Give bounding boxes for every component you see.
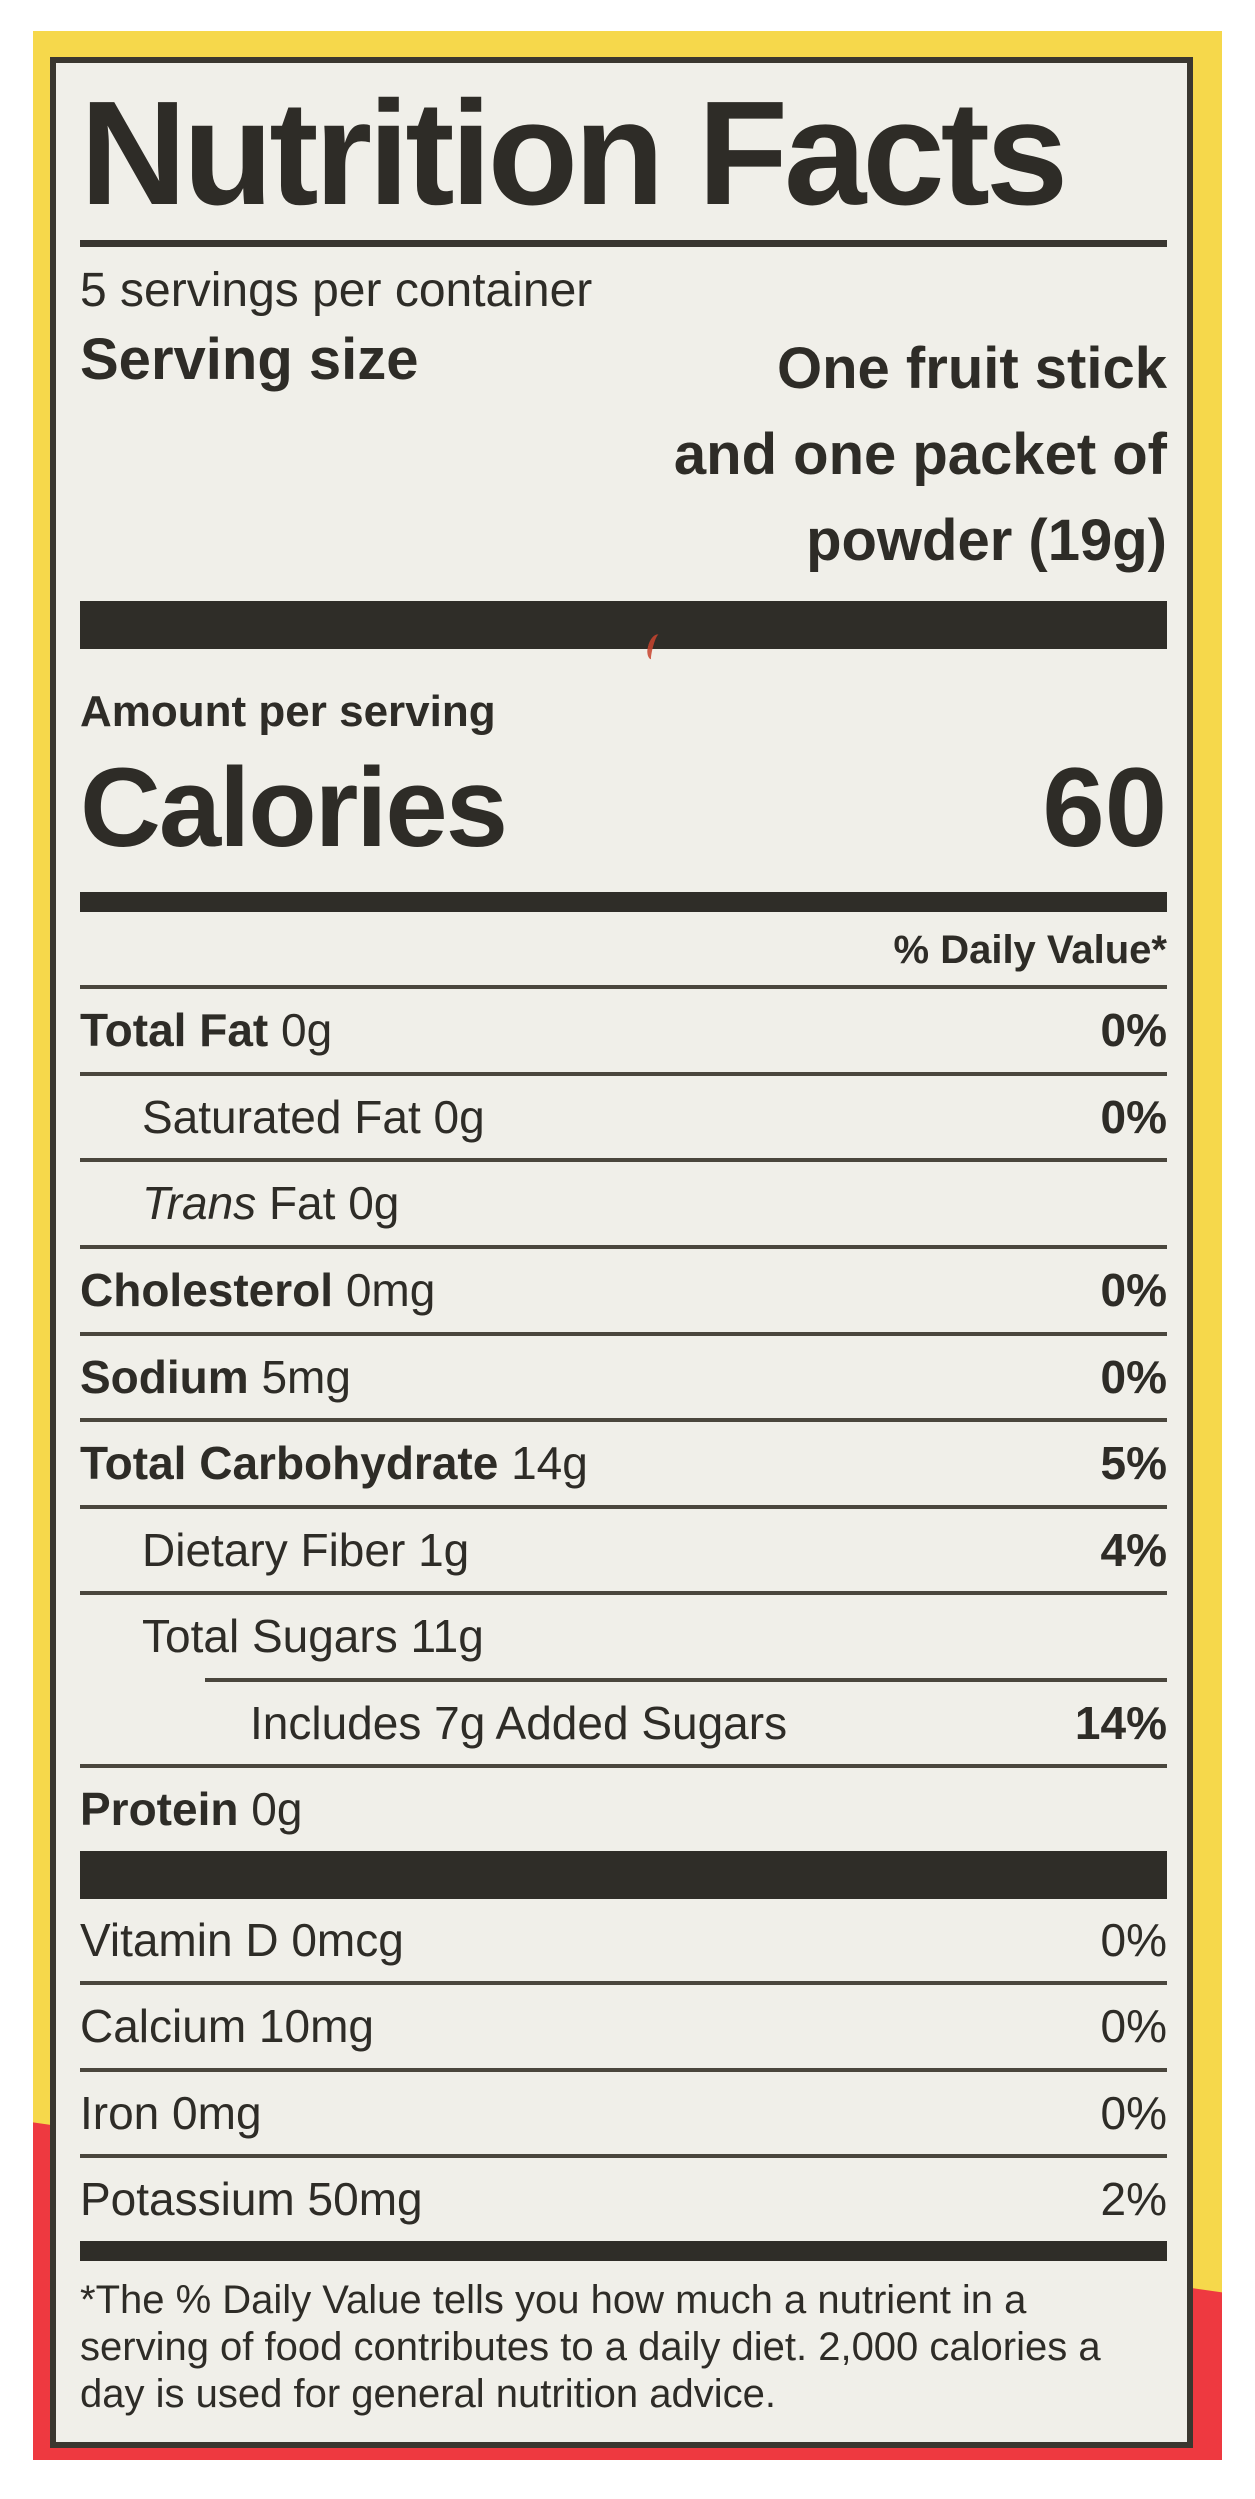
nutrient-name: Calcium 10mg: [80, 2000, 374, 2053]
nutrient-dv: 4%: [1100, 1523, 1167, 1576]
nutrition-facts-label: Nutrition Facts 5 servings per container…: [50, 57, 1193, 2448]
serving-size-line: powder (19g): [806, 507, 1167, 573]
nutrient-name: Protein 0g: [80, 1783, 303, 1836]
calories-label: Calories: [80, 745, 508, 871]
nutrient-name: Dietary Fiber 1g: [142, 1523, 470, 1576]
label-title: Nutrition Facts: [80, 71, 1068, 236]
nutrient-row: Total Carbohydrate 14g 5%: [80, 1418, 1167, 1505]
serving-size-value: One fruit stick and one packet of powder…: [674, 326, 1167, 583]
nutrient-dv: 0%: [1100, 1350, 1167, 1403]
micronutrient-row: Vitamin D 0mcg 0%: [80, 1899, 1167, 1982]
nutrient-row-added-sugars: Includes 7g Added Sugars 14%: [205, 1677, 1167, 1765]
daily-value-footnote: *The % Daily Value tells you how much a …: [80, 2277, 1167, 2418]
nutrient-dv: 5%: [1100, 1437, 1167, 1490]
serving-size-line: One fruit stick: [777, 335, 1167, 401]
nutrient-dv: 0%: [1100, 1090, 1167, 1143]
section-bar-thick: [80, 601, 1167, 650]
serving-size-row: Serving size One fruit stick and one pac…: [80, 326, 1167, 583]
nutrient-dv: 0%: [1100, 1004, 1167, 1057]
micronutrient-row: Calcium 10mg 0%: [80, 1981, 1167, 2068]
footnote-line: serving of food contributes to a daily d…: [80, 2324, 1101, 2369]
daily-value-header: % Daily Value*: [893, 928, 1167, 973]
package-yellow-background: Nutrition Facts 5 servings per container…: [33, 31, 1222, 2460]
servings-per-container: 5 servings per container: [80, 263, 593, 317]
nutrient-row: Cholesterol 0mg 0%: [80, 1244, 1167, 1332]
nutrient-name: Iron 0mg: [80, 2086, 262, 2139]
nutrient-name: Total Fat 0g: [80, 1004, 333, 1057]
nutrient-name: Saturated Fat 0g: [142, 1090, 485, 1143]
section-bar-medium: [80, 2240, 1167, 2261]
nutrient-name: Total Sugars 11g: [142, 1610, 484, 1663]
nutrient-row: Protein 0g: [80, 1764, 1167, 1851]
nutrient-row: Sodium 5mg 0%: [80, 1331, 1167, 1419]
footnote-line: *The % Daily Value tells you how much a …: [80, 2277, 1027, 2322]
nutrient-dv: 0%: [1100, 2086, 1167, 2139]
serving-size-line: and one packet of: [673, 421, 1167, 487]
micronutrient-row: Potassium 50mg 2%: [80, 2154, 1167, 2241]
section-bar-thick: [80, 1850, 1167, 1899]
nutrient-dv: 14%: [1074, 1696, 1167, 1749]
nutrient-name: Total Carbohydrate 14g: [80, 1437, 588, 1490]
nutrient-row: Dietary Fiber 1g 4%: [80, 1504, 1167, 1592]
section-bar-medium: [80, 892, 1167, 913]
title-divider: [80, 239, 1167, 247]
nutrient-row: Trans Fat 0g: [80, 1158, 1167, 1245]
serving-size-label: Serving size: [80, 326, 419, 392]
nutrient-name: Cholesterol 0mg: [80, 1263, 436, 1316]
nutrient-dv: 0%: [1100, 1913, 1167, 1966]
nutrient-name: Trans Fat 0g: [142, 1177, 400, 1230]
calories-value: 60: [1042, 745, 1167, 871]
nutrient-row: Saturated Fat 0g 0%: [80, 1071, 1167, 1159]
nutrient-dv: 0%: [1100, 2000, 1167, 2053]
nutrient-name: Includes 7g Added Sugars: [250, 1696, 788, 1749]
footnote-line: day is used for general nutrition advice…: [80, 2371, 776, 2416]
nutrient-dv: 0%: [1100, 1263, 1167, 1316]
nutrient-name: Vitamin D 0mcg: [80, 1913, 404, 1966]
nutrient-row: Total Fat 0g 0%: [80, 985, 1167, 1072]
calories-row: Calories 60: [80, 743, 1167, 872]
nutrient-dv: 2%: [1100, 2173, 1167, 2226]
nutrient-name: Potassium 50mg: [80, 2173, 423, 2226]
nutrient-row: Total Sugars 11g: [80, 1591, 1167, 1678]
micronutrient-row: Iron 0mg 0%: [80, 2067, 1167, 2155]
nutrient-name: Sodium 5mg: [80, 1350, 351, 1403]
amount-per-serving: Amount per serving: [80, 687, 496, 737]
